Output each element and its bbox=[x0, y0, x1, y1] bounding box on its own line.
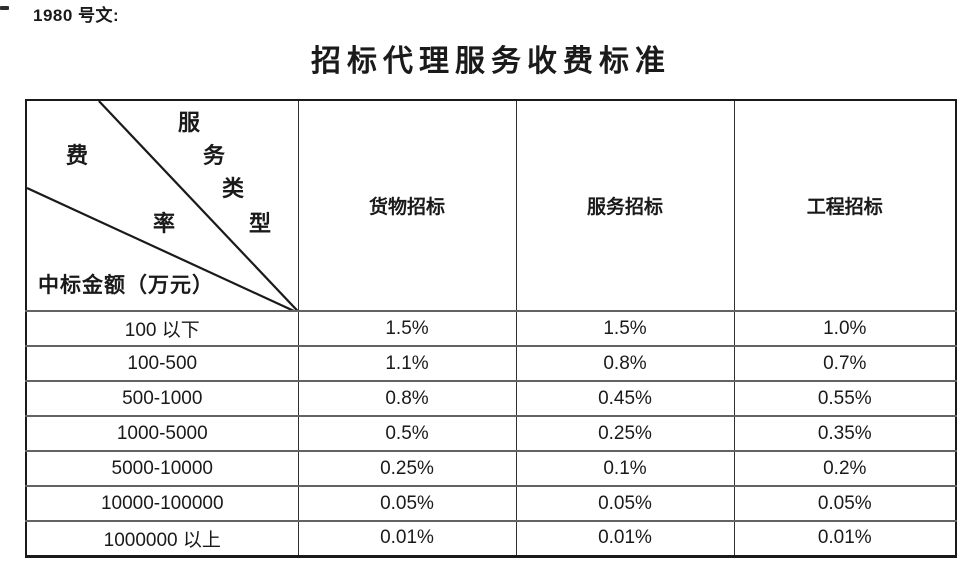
rate-cell: 0.35% bbox=[733, 415, 956, 451]
rate-cell: 1.5% bbox=[515, 310, 734, 346]
corner-char-service-1: 服 bbox=[177, 110, 200, 135]
corner-char-service-4: 型 bbox=[248, 211, 271, 236]
row-axis-label: 中标金额（万元） bbox=[38, 273, 214, 297]
rate-cell: 0.55% bbox=[733, 380, 956, 416]
row-range-cell: 500-1000 bbox=[25, 380, 298, 416]
row-range-cell: 1000000 以上 bbox=[25, 520, 298, 556]
corner-char-fee-1: 费 bbox=[65, 143, 88, 168]
diagonal-lines bbox=[27, 101, 298, 310]
corner-char-fee-2: 率 bbox=[152, 211, 175, 236]
rate-cell: 0.1% bbox=[515, 450, 734, 486]
row-range-cell: 1000-5000 bbox=[25, 415, 298, 451]
row-range-cell: 5000-10000 bbox=[25, 450, 298, 486]
rate-cell: 0.05% bbox=[515, 485, 734, 521]
scan-artifact bbox=[0, 6, 9, 10]
column-header-service: 服务招标 bbox=[515, 100, 734, 311]
table-header-row: 服 务 类 型 费 率 中标金额（万元） 货物招标 服务招标 工程招标 bbox=[25, 100, 956, 311]
row-range-cell: 100-500 bbox=[25, 345, 298, 381]
table-row: 500-1000 0.8% 0.45% 0.55% bbox=[25, 380, 956, 416]
column-header-works: 工程招标 bbox=[733, 100, 956, 311]
rate-cell: 0.7% bbox=[733, 345, 956, 381]
table-row: 100 以下 1.5% 1.5% 1.0% bbox=[25, 310, 956, 346]
rate-cell: 0.2% bbox=[733, 450, 956, 486]
rate-cell: 0.25% bbox=[297, 450, 516, 486]
fee-standard-table: 服 务 类 型 费 率 中标金额（万元） 货物招标 服务招标 工程招标 100 … bbox=[25, 99, 957, 558]
rate-cell: 0.05% bbox=[733, 485, 956, 521]
table-row: 10000-100000 0.05% 0.05% 0.05% bbox=[25, 485, 956, 521]
rate-cell: 0.25% bbox=[515, 415, 734, 451]
diagonal-corner-cell: 服 务 类 型 费 率 中标金额（万元） bbox=[25, 100, 298, 311]
rate-cell: 0.8% bbox=[297, 380, 516, 416]
rate-cell: 1.5% bbox=[297, 310, 516, 346]
rate-cell: 1.1% bbox=[297, 345, 516, 381]
column-header-goods: 货物招标 bbox=[297, 100, 516, 311]
rate-cell: 1.0% bbox=[733, 310, 956, 346]
doc-number-label: 1980 号文: bbox=[33, 6, 120, 25]
table-row: 5000-10000 0.25% 0.1% 0.2% bbox=[25, 450, 956, 486]
row-range-cell: 10000-100000 bbox=[25, 485, 298, 521]
rate-cell: 0.01% bbox=[515, 520, 734, 556]
corner-char-service-2: 务 bbox=[202, 143, 225, 168]
page-title: 招标代理服务收费标准 bbox=[311, 45, 671, 78]
table-row: 100-500 1.1% 0.8% 0.7% bbox=[25, 345, 956, 381]
rate-cell: 0.5% bbox=[297, 415, 516, 451]
table-row: 1000000 以上 0.01% 0.01% 0.01% bbox=[25, 520, 956, 556]
table-row: 1000-5000 0.5% 0.25% 0.35% bbox=[25, 415, 956, 451]
rate-cell: 0.8% bbox=[515, 345, 734, 381]
corner-char-service-3: 类 bbox=[221, 176, 244, 201]
rate-cell: 0.05% bbox=[297, 485, 516, 521]
rate-cell: 0.01% bbox=[733, 520, 956, 556]
rate-cell: 0.45% bbox=[515, 380, 734, 416]
row-range-cell: 100 以下 bbox=[25, 310, 298, 346]
rate-cell: 0.01% bbox=[297, 520, 516, 556]
